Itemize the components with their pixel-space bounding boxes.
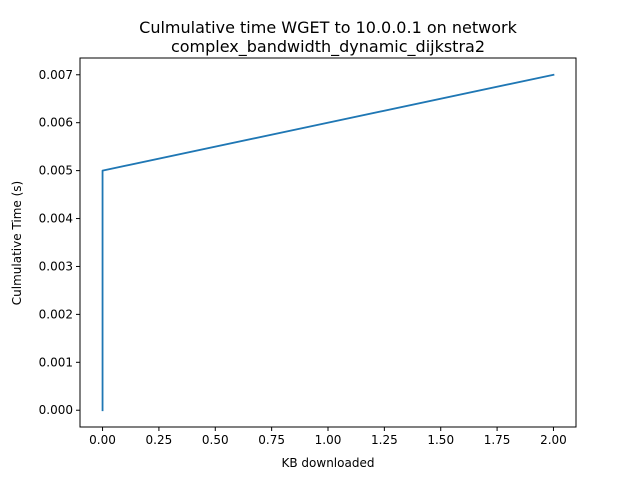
x-tick-label: 1.50 bbox=[427, 433, 454, 447]
x-tick-label: 0.25 bbox=[146, 433, 173, 447]
y-tick-label: 0.007 bbox=[39, 68, 73, 82]
y-tick-label: 0.001 bbox=[39, 355, 73, 369]
plot-area: 0.00 0.25 0.50 0.75 1.00 1.25 1.50 1.75 2.00 0.00… bbox=[39, 57, 577, 447]
y-tick-label: 0.000 bbox=[39, 403, 73, 417]
y-tick-label: 0.006 bbox=[39, 116, 73, 130]
y-tick-label: 0.002 bbox=[39, 307, 73, 321]
x-tick-label: 0.50 bbox=[202, 433, 229, 447]
x-tick-label: 1.75 bbox=[484, 433, 511, 447]
series-line-0 bbox=[101, 73, 555, 412]
y-tick-label: 0.005 bbox=[39, 164, 73, 178]
chart-title-line-2: complex_bandwidth_dynamic_dijkstra2 bbox=[171, 37, 485, 57]
x-tick-label: 0.00 bbox=[89, 433, 116, 447]
y-tick-label: 0.003 bbox=[39, 259, 73, 273]
x-tick-label: 0.75 bbox=[258, 433, 285, 447]
y-axis-label: Culmulative Time (s) bbox=[10, 181, 24, 305]
y-tick-label: 0.004 bbox=[39, 212, 73, 226]
x-tick-label: 1.25 bbox=[371, 433, 398, 447]
x-tick-label: 2.00 bbox=[540, 433, 567, 447]
chart-title-line-1: Culmulative time WGET to 10.0.0.1 on net… bbox=[139, 18, 517, 37]
x-axis-label: KB downloaded bbox=[282, 456, 375, 470]
x-tick-label: 1.00 bbox=[315, 433, 342, 447]
